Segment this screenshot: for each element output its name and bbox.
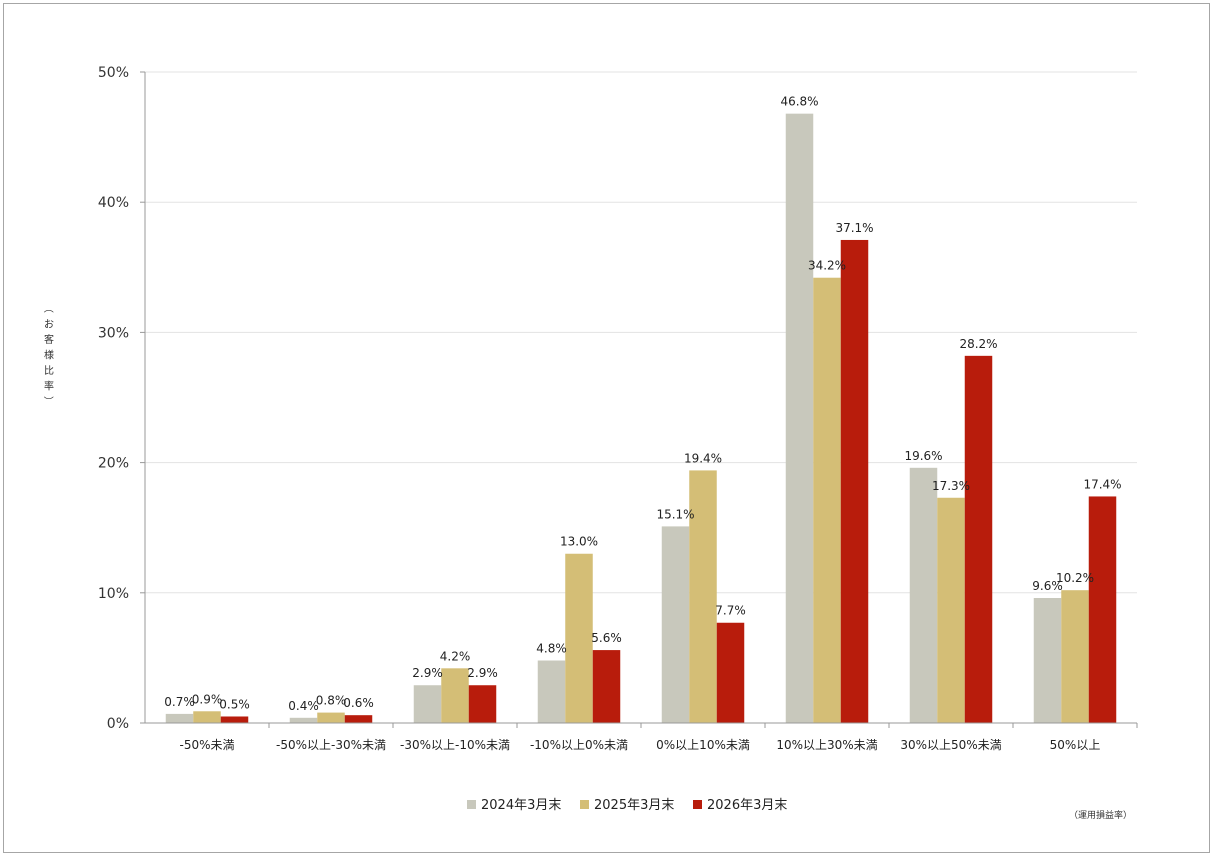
- data-label: 37.1%: [835, 221, 873, 235]
- bar: [537, 660, 566, 723]
- data-label: 19.4%: [684, 451, 722, 465]
- data-label: 9.6%: [1032, 579, 1063, 593]
- y-label-char: （: [42, 303, 54, 313]
- legend-swatch: [580, 800, 589, 809]
- y-tick-label: 50%: [98, 65, 129, 81]
- data-label: 15.1%: [656, 507, 694, 521]
- x-tick-label: -50%以上-30%未満: [276, 738, 386, 752]
- y-label-char: 率: [44, 380, 54, 393]
- x-tick-label: 50%以上: [1050, 738, 1101, 752]
- data-label: 10.2%: [1056, 571, 1094, 585]
- data-label: 19.6%: [904, 449, 942, 463]
- y-tick-label: 10%: [98, 586, 129, 602]
- bar: [909, 467, 938, 723]
- legend-label: 2025年3月末: [594, 798, 674, 813]
- data-label: 0.6%: [343, 696, 374, 710]
- x-tick-label: 0%以上10%未満: [656, 738, 750, 752]
- bar: [193, 711, 221, 723]
- x-tick-label: 30%以上50%未満: [900, 738, 1001, 752]
- data-label: 2.9%: [412, 666, 443, 680]
- legend-swatch: [467, 800, 476, 809]
- bar: [1088, 496, 1117, 723]
- data-label: 2.9%: [467, 666, 498, 680]
- data-label: 17.3%: [932, 479, 970, 493]
- bar: [468, 685, 497, 723]
- data-label: 4.8%: [536, 642, 567, 656]
- data-label: 34.2%: [808, 259, 846, 273]
- x-tick-label: -10%以上0%未満: [530, 738, 628, 752]
- bar: [289, 717, 318, 723]
- data-label: 17.4%: [1083, 477, 1121, 491]
- legend: 2024年3月末 2025年3月末 2026年3月末: [467, 798, 787, 813]
- bar: [165, 713, 194, 723]
- data-label: 0.8%: [316, 694, 347, 708]
- bar: [661, 526, 690, 723]
- bar: [937, 497, 965, 723]
- data-label: 0.7%: [164, 695, 195, 709]
- x-tick-label: 10%以上30%未満: [776, 738, 877, 752]
- x-axis-categories: -50%未満 -50%以上-30%未満 -30%以上-10%未満 -10%以上0%未満…: [179, 723, 1138, 752]
- y-tick-label: 0%: [107, 716, 129, 732]
- y-tick-label: 40%: [98, 195, 129, 211]
- data-label: 46.8%: [780, 95, 818, 109]
- x-tick-label: -50%未満: [179, 738, 234, 752]
- bar: [1061, 590, 1089, 723]
- bar: [317, 712, 345, 723]
- bar: [220, 716, 249, 723]
- bar: [689, 470, 717, 723]
- y-label-char: 様: [44, 349, 54, 362]
- y-label-char: 客: [44, 333, 54, 346]
- data-label: 4.2%: [440, 649, 471, 663]
- bar: [344, 715, 373, 723]
- data-label: 0.5%: [219, 697, 250, 711]
- bar: [813, 277, 841, 723]
- y-label-char: ）: [42, 396, 54, 406]
- bar: [785, 113, 814, 723]
- data-label: 7.7%: [715, 604, 746, 618]
- y-tick-label: 30%: [98, 325, 129, 341]
- data-label: 5.6%: [591, 631, 622, 645]
- bars: [165, 113, 1117, 723]
- bar: [592, 650, 621, 723]
- data-label: 13.0%: [560, 535, 598, 549]
- bar: [441, 668, 469, 723]
- data-labels: 0.7%0.9%0.5% 0.4%0.8%0.6% 2.9% 4.2% 2.9% 4.8%…: [164, 95, 1121, 713]
- x-tick-label: -30%以上-10%未満: [400, 738, 510, 752]
- data-label: 0.4%: [288, 699, 319, 713]
- bar: [964, 355, 993, 723]
- data-label: 28.2%: [959, 337, 997, 351]
- bar: [840, 239, 869, 723]
- chart-note: （運用損益率）: [1069, 809, 1132, 821]
- bar: [1033, 598, 1062, 723]
- data-label: 0.9%: [192, 692, 223, 706]
- legend-swatch: [693, 800, 702, 809]
- legend-label: 2024年3月末: [481, 798, 561, 813]
- y-axis-ticks: 0% 10% 20% 30% 40% 50%: [98, 65, 145, 732]
- legend-label: 2026年3月末: [707, 798, 787, 813]
- y-label-char: 比: [44, 365, 54, 377]
- bar: [716, 622, 745, 723]
- bar: [565, 553, 593, 723]
- y-label-char: お: [44, 319, 54, 331]
- bar: [413, 685, 442, 723]
- y-tick-label: 20%: [98, 456, 129, 472]
